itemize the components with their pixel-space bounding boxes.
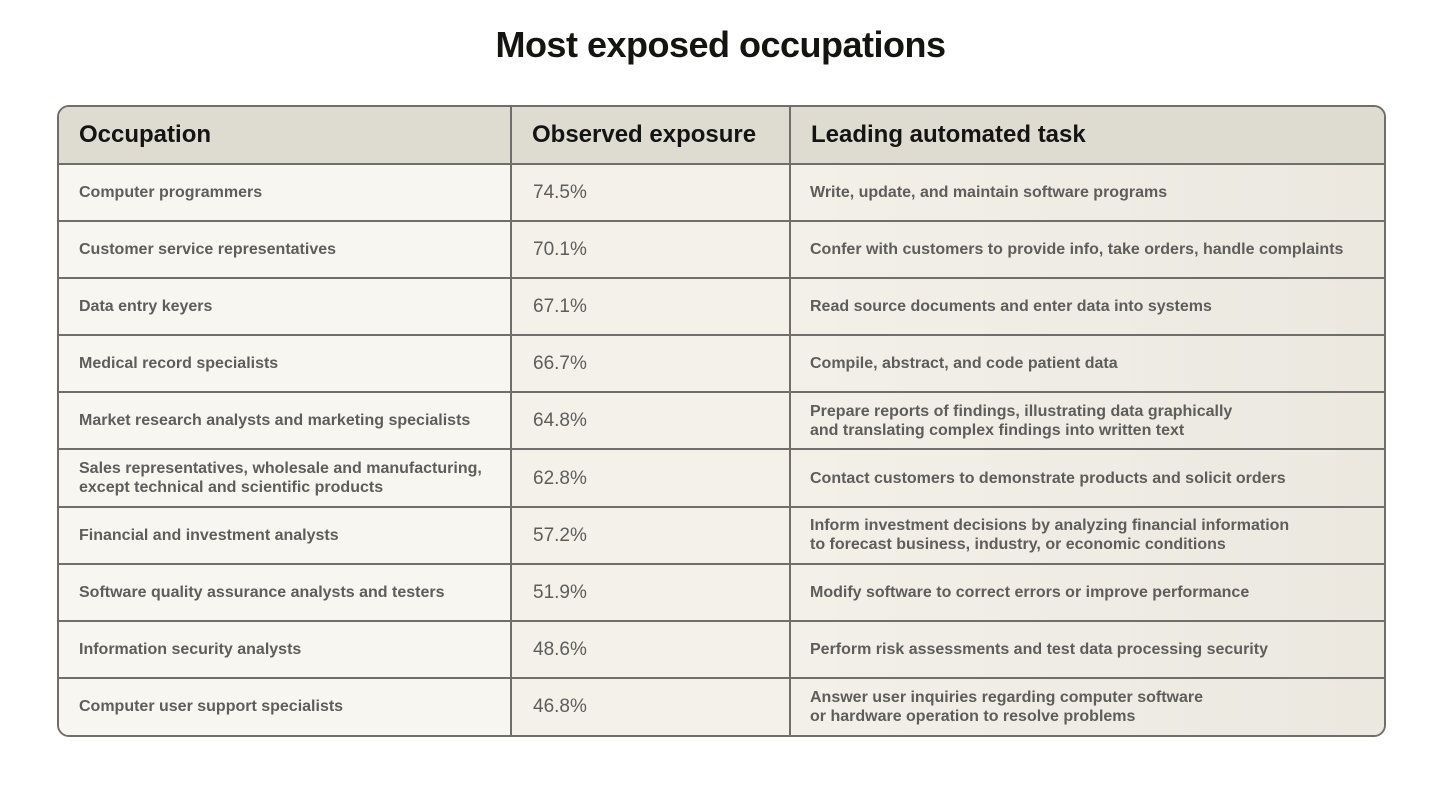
automated-task-cell: Contact customers to demonstrate product… [790,449,1384,508]
automated-task-cell-text: Inform investment decisions by analyzing… [810,517,1290,554]
table-row: Data entry keyers 67.1% Read source docume… [59,278,1384,337]
exposure-value-cell-text: 66.7% [533,353,587,375]
occupations-table: Occupation Observed exposure Leading aut… [59,107,1384,735]
table-row: Information security analysts 48.6% Perfor… [59,620,1384,679]
exposure-value-cell-text: 67.1% [533,296,587,318]
exposure-value-cell-text: 62.8% [533,467,587,489]
automated-task-cell-text: Write, update, and maintain software pro… [810,184,1168,202]
automated-task-cell: Answer user inquiries regarding computer… [790,677,1384,735]
exposure-value-cell: 64.8% [511,392,791,451]
exposure-value-cell: 48.6% [511,620,791,679]
table-row: Financial and investment analysts 57.2% In… [59,506,1384,565]
automated-task-cell-text: Read source documents and enter data int… [810,298,1212,316]
occupation-cell-text: Computer user support specialists [79,698,344,716]
table-body: Computer programmers 74.5% Write, update, … [59,164,1384,735]
exposure-value-cell: 67.1% [511,278,791,337]
occupation-cell: Data entry keyers [59,278,512,337]
automated-task-cell: Write, update, and maintain software pro… [790,164,1384,223]
automated-task-cell: Compile, abstract, and code patient data [790,335,1384,394]
automated-task-cell-text: Modify software to correct errors or imp… [810,583,1250,601]
table-header: Occupation Observed exposure Leading aut… [59,107,1384,165]
automated-task-cell-text: Answer user inquiries regarding computer… [810,688,1203,725]
automated-task-cell: Confer with customers to provide info, t… [790,221,1384,280]
occupation-cell: Financial and investment analysts [59,506,512,565]
exposure-value-cell-text: 64.8% [533,410,587,432]
occupation-cell: Customer service representatives [59,221,512,280]
occupation-cell: Information security analysts [59,620,512,679]
chart-title: Most exposed occupations [495,24,946,65]
exposure-value-cell: 46.8% [511,677,791,735]
exposure-value-cell-text: 57.2% [533,524,587,546]
exposure-value-cell-text: 48.6% [533,638,587,660]
automated-task-cell: Prepare reports of findings, illustratin… [790,392,1384,451]
automated-task-cell: Perform risk assessments and test data p… [790,620,1384,679]
occupation-cell-text: Software quality assurance analysts and … [79,583,445,601]
exposure-value-cell: 70.1% [511,221,791,280]
exposure-value-cell: 62.8% [511,449,791,508]
automated-task-cell-text: Perform risk assessments and test data p… [810,640,1268,658]
automated-task-cell-text: Contact customers to demonstrate product… [810,469,1286,487]
occupation-cell: Computer user support specialists [59,677,512,735]
automated-task-cell-text: Prepare reports of findings, illustratin… [810,402,1233,439]
exposure-value-cell: 74.5% [511,164,791,223]
table-row: Medical record specialists 66.7% Compile, … [59,335,1384,394]
automated-task-cell: Read source documents and enter data int… [790,278,1384,337]
exposure-value-cell-text: 51.9% [533,581,587,603]
occupation-cell: Market research analysts and marketing s… [59,392,512,451]
occupation-cell-text: Information security analysts [79,640,302,658]
occupation-cell-text: Data entry keyers [79,298,213,316]
table-row: Software quality assurance analysts and … [59,563,1384,622]
exposure-value-cell: 51.9% [511,563,791,622]
automated-task-cell-text: Compile, abstract, and code patient data [810,355,1118,373]
exposure-value-cell-text: 74.5% [533,182,587,204]
header-leading-automated-task: Leading automated task [790,107,1384,165]
table-row: Sales representatives, wholesale and man… [59,449,1384,508]
occupation-cell: Computer programmers [59,164,512,223]
exposure-value-cell: 57.2% [511,506,791,565]
automated-task-cell: Inform investment decisions by analyzing… [790,506,1384,565]
occupation-cell-text: Financial and investment analysts [79,526,339,544]
occupation-cell: Sales representatives, wholesale and man… [59,449,512,508]
header-row: Occupation Observed exposure Leading aut… [59,107,1384,165]
header-observed-exposure: Observed exposure [511,107,791,165]
table-row: Computer user support specialists 46.8% An… [59,677,1384,735]
table-row: Market research analysts and marketing s… [59,392,1384,451]
occupation-cell-text: Customer service representatives [79,241,337,259]
header-occupation: Occupation [59,107,512,165]
table-row: Computer programmers 74.5% Write, update, … [59,164,1384,223]
table-row: Customer service representatives 70.1% Con… [59,221,1384,280]
occupations-table-container: Occupation Observed exposure Leading aut… [57,105,1386,737]
automated-task-cell: Modify software to correct errors or imp… [790,563,1384,622]
exposure-value-cell-text: 46.8% [533,696,587,718]
occupation-cell-text: Computer programmers [79,184,263,202]
occupation-cell: Software quality assurance analysts and … [59,563,512,622]
automated-task-cell-text: Confer with customers to provide info, t… [810,241,1344,259]
occupation-cell-text: Medical record specialists [79,355,279,373]
occupation-cell-text: Sales representatives, wholesale and man… [79,460,482,497]
occupation-cell: Medical record specialists [59,335,512,394]
occupation-cell-text: Market research analysts and marketing s… [79,412,471,430]
exposure-value-cell: 66.7% [511,335,791,394]
exposure-value-cell-text: 70.1% [533,239,587,261]
